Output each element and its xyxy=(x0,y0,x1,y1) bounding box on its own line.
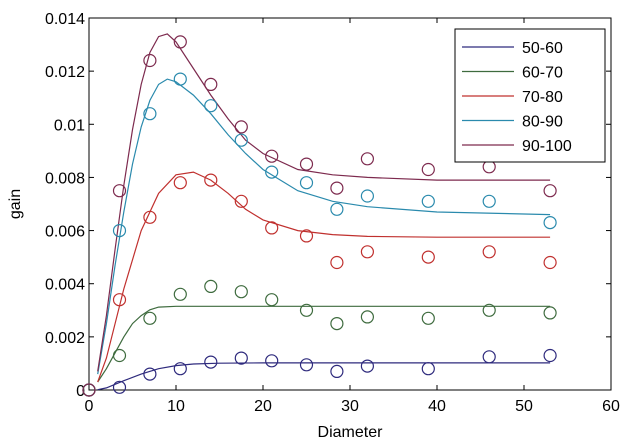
y-tick-label: 0.004 xyxy=(45,277,85,294)
marker-70-80 xyxy=(234,194,248,208)
marker-90-100 xyxy=(143,53,157,68)
marker-80-90 xyxy=(482,194,496,208)
marker-80-90 xyxy=(299,176,314,190)
y-tick-label: 0.01 xyxy=(54,117,85,134)
y-tick-label: 0.006 xyxy=(45,224,85,241)
x-tick-label: 40 xyxy=(428,398,446,415)
marker-90-100 xyxy=(299,157,314,171)
marker-80-90 xyxy=(112,224,127,238)
x-tick-label: 60 xyxy=(602,398,620,415)
x-axis-label: Diameter xyxy=(318,424,384,441)
marker-90-100 xyxy=(204,77,218,92)
marker-50-60 xyxy=(143,367,157,381)
marker-50-60 xyxy=(482,350,496,364)
marker-90-100 xyxy=(82,383,96,397)
marker-80-90 xyxy=(173,72,187,86)
marker-60-70 xyxy=(421,311,435,325)
y-tick-label: 0.008 xyxy=(45,170,85,187)
marker-90-100 xyxy=(543,184,557,198)
marker-60-70 xyxy=(543,306,557,320)
marker-80-90 xyxy=(265,165,279,179)
marker-60-70 xyxy=(204,279,218,293)
fit-line-90-100 xyxy=(97,33,551,372)
marker-90-100 xyxy=(421,162,435,177)
marker-60-70 xyxy=(265,293,279,307)
marker-50-60 xyxy=(204,355,218,369)
marker-60-70 xyxy=(234,285,248,299)
marker-50-60 xyxy=(543,348,557,363)
y-axis: 0 0.002 0.004 0.006 0.008 0.01 0.012 0.014 xyxy=(45,11,611,400)
y-tick-label: 0.012 xyxy=(45,64,85,81)
marker-50-60 xyxy=(265,354,279,368)
marker-60-70 xyxy=(112,348,127,363)
x-tick-label: 10 xyxy=(167,398,185,415)
legend-label-70-80: 70-80 xyxy=(522,89,563,106)
marker-70-80 xyxy=(299,229,314,243)
marker-80-90 xyxy=(330,202,344,216)
marker-50-60 xyxy=(112,380,127,394)
marker-90-100 xyxy=(360,152,374,166)
marker-60-70 xyxy=(173,287,187,301)
marker-60-70 xyxy=(330,317,344,331)
marker-70-80 xyxy=(330,255,344,270)
marker-50-60 xyxy=(330,364,344,378)
marker-70-80 xyxy=(265,221,279,235)
marker-70-80 xyxy=(482,245,496,259)
marker-70-80 xyxy=(112,293,127,307)
marker-60-70 xyxy=(360,310,374,324)
legend-label-60-70: 60-70 xyxy=(522,65,563,82)
marker-80-90 xyxy=(204,99,218,113)
x-tick-label: 30 xyxy=(341,398,359,415)
marker-60-70 xyxy=(482,303,496,317)
marker-80-90 xyxy=(234,133,248,147)
y-tick-label: 0 xyxy=(76,383,85,400)
legend-label-50-60: 50-60 xyxy=(522,40,563,57)
marker-90-100 xyxy=(173,35,187,49)
marker-70-80 xyxy=(421,250,435,264)
marker-80-90 xyxy=(421,194,435,208)
fit-line-70-80 xyxy=(97,171,551,383)
y-tick-label: 0.014 xyxy=(45,11,85,28)
marker-50-60 xyxy=(234,351,248,365)
y-tick-label: 0.002 xyxy=(45,330,85,347)
x-tick-label: 50 xyxy=(515,398,533,415)
x-tick-label: 0 xyxy=(85,398,94,415)
x-tick-label: 20 xyxy=(254,398,272,415)
y-axis-label: gain xyxy=(7,189,24,219)
legend: 50-60 60-70 70-80 80-90 90-100 xyxy=(454,28,606,163)
marker-60-70 xyxy=(299,303,314,317)
marker-50-60 xyxy=(421,362,435,376)
marker-70-80 xyxy=(543,255,557,270)
legend-label-80-90: 80-90 xyxy=(522,114,563,131)
legend-label-90-100: 90-100 xyxy=(522,138,572,155)
marker-80-90 xyxy=(543,216,557,230)
fit-line-80-90 xyxy=(97,78,551,375)
marker-50-60 xyxy=(173,362,187,376)
data-markers xyxy=(82,35,557,397)
marker-70-80 xyxy=(204,173,218,187)
marker-50-60 xyxy=(299,358,314,372)
marker-80-90 xyxy=(360,189,374,203)
marker-60-70 xyxy=(143,311,157,325)
marker-70-80 xyxy=(360,245,374,259)
marker-70-80 xyxy=(173,176,187,190)
marker-70-80 xyxy=(143,210,157,224)
marker-90-100 xyxy=(330,181,344,195)
marker-90-100 xyxy=(112,184,127,198)
marker-90-100 xyxy=(234,120,248,134)
marker-50-60 xyxy=(360,359,374,373)
x-axis: 0 10 20 30 40 50 60 xyxy=(85,18,620,415)
marker-80-90 xyxy=(143,107,157,121)
marker-90-100 xyxy=(265,149,279,163)
